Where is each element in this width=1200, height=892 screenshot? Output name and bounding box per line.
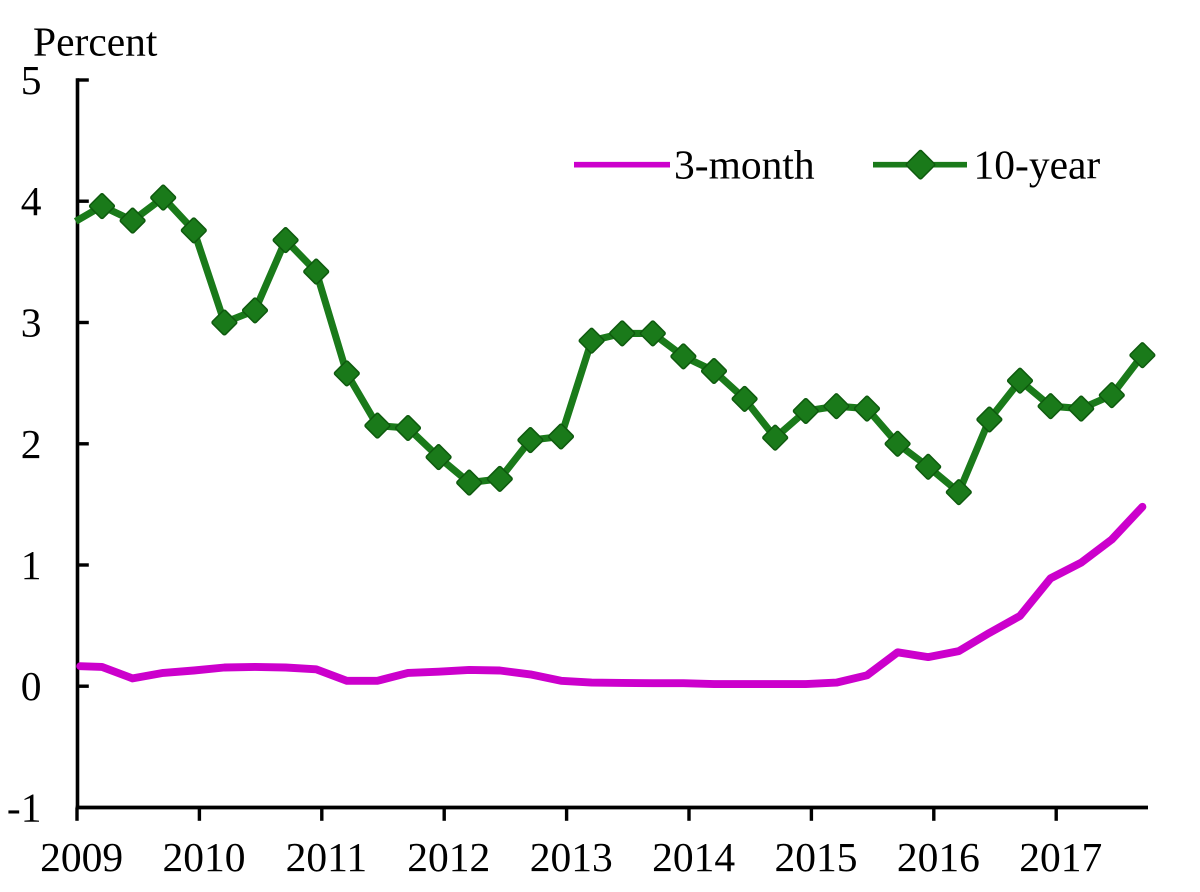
svg-text:1: 1 (21, 542, 42, 588)
svg-text:-1: -1 (7, 785, 42, 831)
svg-text:2017: 2017 (1019, 834, 1102, 880)
svg-text:Percent: Percent (33, 19, 158, 65)
svg-text:0: 0 (21, 663, 42, 709)
svg-text:2012: 2012 (407, 834, 490, 880)
svg-text:2009: 2009 (40, 834, 123, 880)
svg-text:3-month: 3-month (674, 142, 815, 188)
svg-text:2014: 2014 (652, 834, 735, 880)
svg-text:2011: 2011 (286, 834, 367, 880)
svg-text:2015: 2015 (775, 834, 858, 880)
svg-text:4: 4 (21, 178, 42, 224)
svg-text:5: 5 (21, 57, 42, 103)
svg-text:3: 3 (21, 300, 42, 346)
svg-text:2013: 2013 (530, 834, 613, 880)
svg-text:2: 2 (21, 421, 42, 467)
svg-text:2016: 2016 (897, 834, 980, 880)
svg-text:10-year: 10-year (974, 142, 1101, 188)
svg-text:2010: 2010 (163, 834, 246, 880)
